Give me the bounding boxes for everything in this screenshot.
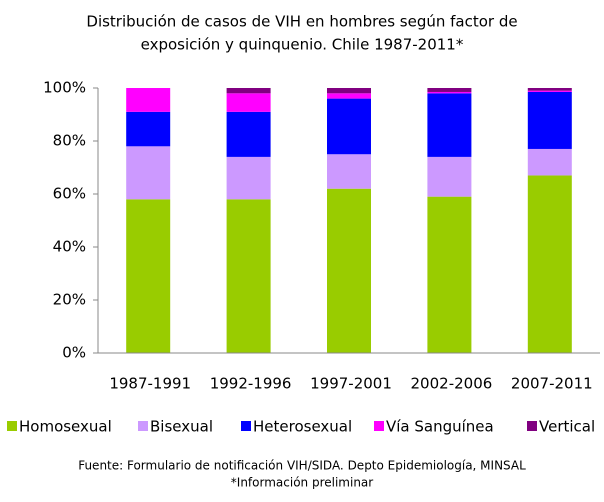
y-tick-label: 20% — [53, 291, 86, 309]
legend-swatch — [7, 421, 17, 431]
legend-label: Vertical — [539, 418, 595, 436]
source: Fuente: Formulario de notificación VIH/S… — [78, 459, 526, 473]
bar-segment — [327, 88, 371, 94]
x-tick-label: 1997-2001 — [310, 375, 392, 393]
bar-segment — [226, 199, 271, 353]
bar-segment — [126, 111, 171, 147]
legend-swatch — [241, 421, 251, 431]
legend-swatch — [374, 421, 384, 431]
chart-title: Distribución de casos de VIH en hombres … — [86, 13, 517, 31]
bar-segment — [126, 199, 171, 353]
bar-segment — [126, 88, 171, 112]
bar-segment — [427, 156, 472, 197]
bar-segment — [527, 175, 572, 353]
x-tick-label: 1992-1996 — [210, 375, 292, 393]
bar-segment — [427, 88, 472, 92]
x-tick-label: 1987-1991 — [109, 375, 191, 393]
bar-segment — [126, 146, 171, 200]
bar-segment — [527, 148, 572, 176]
y-tick-label: 60% — [53, 185, 86, 203]
legend-label: Bisexual — [150, 418, 213, 436]
bar-segment — [427, 93, 472, 157]
bar-segment — [327, 188, 371, 353]
y-tick-label: 80% — [53, 132, 86, 150]
bar-segment — [427, 91, 472, 94]
bar-segment — [327, 98, 371, 155]
x-tick-label: 2002-2006 — [411, 375, 493, 393]
bar-segment — [226, 88, 271, 94]
bar-segment — [527, 90, 572, 92]
bar-segment — [226, 156, 271, 200]
legend-label: Heterosexual — [253, 418, 352, 436]
chart-title: exposición y quinquenio. Chile 1987-2011… — [141, 36, 464, 54]
bar-segment — [226, 111, 271, 157]
x-tick-label: 2007-2011 — [511, 375, 593, 393]
y-tick-label: 0% — [62, 344, 86, 362]
bar-segment — [527, 91, 572, 149]
bar-segment — [327, 93, 371, 99]
legend-swatch — [138, 421, 148, 431]
legend-swatch — [527, 421, 537, 431]
note: *Información preliminar — [231, 476, 373, 490]
bar-segment — [327, 154, 371, 189]
bar-segment — [226, 93, 271, 112]
y-tick-label: 40% — [53, 238, 86, 256]
bar-segment — [527, 88, 572, 91]
legend-label: Vía Sanguínea — [386, 418, 494, 436]
y-tick-label: 100% — [43, 79, 86, 97]
legend-label: Homosexual — [19, 418, 112, 436]
bar-segment — [427, 196, 472, 353]
